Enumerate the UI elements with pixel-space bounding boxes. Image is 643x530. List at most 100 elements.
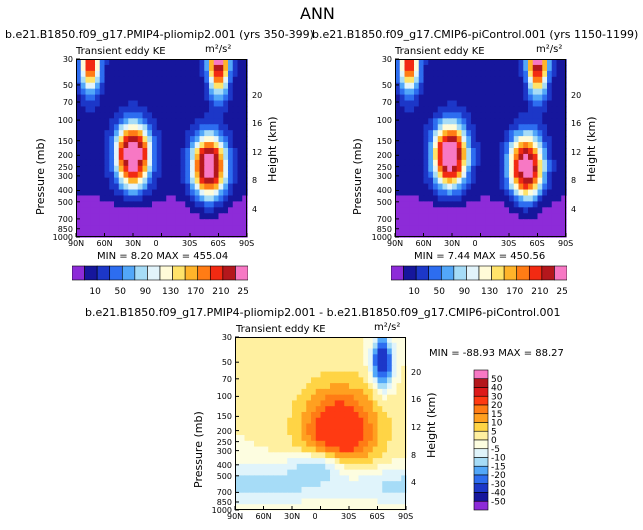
field-cell: [518, 76, 524, 84]
field-cell: [504, 195, 510, 202]
field-cell: [85, 171, 91, 179]
field-cell: [509, 64, 515, 72]
field-cell: [306, 354, 312, 361]
field-cell: [209, 165, 215, 173]
field-cell: [99, 225, 106, 232]
field-cell: [532, 76, 539, 84]
field-cell: [494, 142, 501, 149]
field-cell: [185, 231, 191, 238]
field-cell: [485, 231, 491, 238]
field-cell: [156, 94, 163, 102]
field-cell: [249, 406, 255, 413]
field-cell: [171, 189, 177, 197]
field-cell: [273, 342, 279, 350]
y-tick-label: 400: [57, 186, 73, 196]
field-cell: [80, 106, 87, 113]
field-cell: [433, 183, 439, 191]
field-cell: [156, 189, 163, 197]
field-cell: [204, 225, 210, 232]
field-cell: [334, 440, 341, 448]
field-cell: [133, 177, 139, 185]
field-cell: [301, 463, 307, 471]
field-cell: [414, 130, 420, 137]
field-cell: [311, 337, 317, 344]
field-cell: [123, 148, 129, 155]
field-cell: [228, 64, 234, 72]
field-cell: [504, 225, 510, 232]
field-cell: [171, 165, 177, 173]
colorbar-swatch: [391, 265, 404, 281]
panel1-ylabel: Pressure (mb): [34, 138, 47, 215]
field-cell: [447, 136, 453, 143]
field-cell: [401, 498, 407, 505]
field-cell: [382, 383, 388, 390]
field-cell: [456, 124, 463, 131]
field-cell: [551, 130, 558, 137]
field-cell: [244, 446, 250, 453]
field-cell: [249, 469, 255, 476]
field-cell: [391, 429, 398, 436]
field-cell: [287, 342, 293, 350]
field-cell: [315, 377, 322, 384]
field-cell: [185, 148, 191, 155]
panel1-title: b.e21.B1850.f09_g17.PMIP4-pliomip2.001 (…: [5, 28, 314, 41]
field-cell: [363, 504, 369, 511]
field-cell: [494, 82, 501, 90]
field-cell: [320, 458, 326, 465]
field-cell: [480, 213, 486, 220]
field-cell: [223, 124, 229, 131]
field-cell: [301, 481, 307, 488]
field-cell: [418, 76, 425, 84]
field-cell: [204, 118, 210, 125]
field-cell: [223, 76, 229, 84]
field-cell: [166, 130, 172, 137]
field-cell: [490, 88, 496, 96]
field-cell: [404, 148, 410, 155]
field-cell: [237, 177, 243, 185]
colorbar-swatch: [235, 265, 248, 281]
field-cell: [95, 70, 101, 78]
field-cell: [268, 348, 274, 355]
field-cell: [244, 365, 250, 373]
field-cell: [244, 469, 250, 476]
field-cell: [118, 177, 125, 185]
field-cell: [325, 446, 331, 453]
field-cell: [396, 481, 402, 488]
field-cell: [490, 64, 496, 72]
field-cell: [156, 130, 163, 137]
field-cell: [395, 70, 401, 78]
field-cell: [194, 213, 201, 220]
field-cell: [128, 118, 134, 125]
field-cell: [433, 59, 439, 66]
field-cell: [296, 481, 303, 488]
field-cell: [423, 118, 429, 125]
field-cell: [85, 76, 91, 84]
field-cell: [433, 231, 439, 238]
field-cell: [114, 225, 120, 232]
field-cell: [109, 213, 115, 220]
field-cell: [244, 360, 250, 367]
field-cell: [528, 153, 534, 161]
field-cell: [387, 504, 393, 511]
field-cell: [218, 213, 224, 220]
field-cell: [199, 183, 205, 191]
field-cell: [232, 213, 239, 220]
field-cell: [447, 88, 453, 96]
field-cell: [239, 354, 246, 361]
field-cell: [306, 394, 312, 402]
field-cell: [509, 124, 515, 131]
field-cell: [401, 429, 407, 436]
field-cell: [447, 106, 453, 113]
field-cell: [368, 360, 374, 367]
field-cell: [242, 159, 248, 167]
field-cell: [353, 463, 360, 471]
field-cell: [315, 400, 322, 407]
field-cell: [213, 124, 220, 131]
field-cell: [547, 88, 553, 96]
field-cell: [551, 124, 558, 131]
field-cell: [190, 183, 196, 191]
field-cell: [118, 142, 125, 149]
colorbar-swatch: [491, 265, 505, 281]
field-cell: [239, 481, 246, 488]
field-cell: [171, 59, 177, 66]
